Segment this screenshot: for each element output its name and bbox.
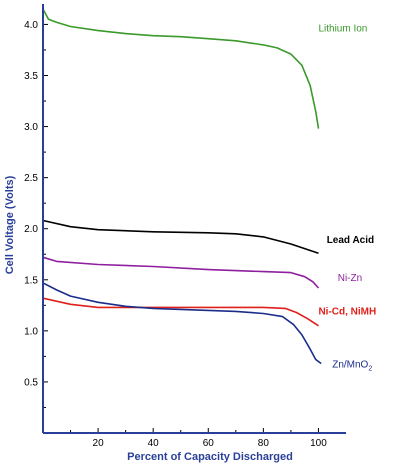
- x-tick-label: 20: [93, 438, 105, 449]
- series-line-zn-mno2: [42, 282, 322, 365]
- y-tick-label: 1.0: [24, 326, 38, 337]
- series-label: Zn/MnO2: [332, 360, 372, 373]
- series-line-ni-cd-nimh: [42, 297, 319, 327]
- x-tick-label: 80: [258, 438, 270, 449]
- series-labels: Lithium Ion Lead Acid Ni-Zn Ni-Cd, NiMH Zn/M…: [318, 24, 376, 373]
- x-tick-label: 100: [310, 438, 327, 449]
- y-tick-label: 0.5: [24, 377, 38, 388]
- x-tick-label: 40: [148, 438, 160, 449]
- y-axis-title: Cell Voltage (Volts): [4, 175, 16, 274]
- series-lines: [42, 8, 322, 365]
- tick-labels: 0.5 1.0 1.5 2.0 2.5 3.0 3.5 4.0 20 40 60 80 100: [24, 20, 327, 449]
- series-label: Ni-Cd, NiMH: [318, 307, 376, 318]
- y-tick-label: 1.5: [24, 275, 38, 286]
- series-line-lithium-ion: [42, 8, 320, 129]
- series-label: Ni-Zn: [338, 273, 362, 284]
- x-tick-label: 60: [203, 438, 215, 449]
- x-axis-title: Percent of Capacity Discharged: [127, 451, 293, 463]
- series-label: Lithium Ion: [318, 24, 367, 35]
- series-line-ni-zn: [42, 256, 320, 289]
- y-tick-label: 3.0: [24, 122, 38, 133]
- series-line-lead-acid: [42, 219, 319, 254]
- axes: [42, 4, 346, 434]
- y-tick-label: 2.5: [24, 173, 38, 184]
- y-tick-label: 3.5: [24, 71, 38, 82]
- series-label: Lead Acid: [327, 235, 374, 246]
- y-tick-label: 4.0: [24, 20, 38, 31]
- y-tick-label: 2.0: [24, 224, 38, 235]
